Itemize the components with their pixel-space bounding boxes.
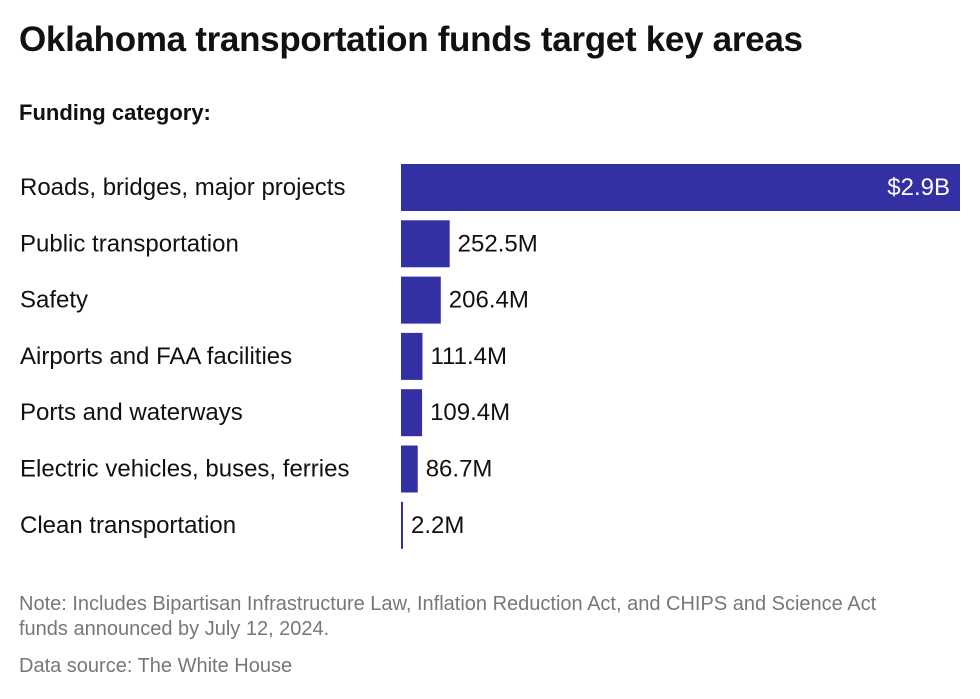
category-label-ports-and-waterways: Ports and waterways: [20, 399, 243, 426]
bar-electric-vehicles-buses-ferries: [401, 445, 418, 493]
category-label-electric-vehicles-buses-ferries: Electric vehicles, buses, ferries: [20, 456, 349, 483]
value-label-roads-bridges-major-projects: $2.9B: [887, 174, 950, 201]
data-source: Data source: The White House: [19, 655, 293, 677]
bar-clean-transportation: [401, 501, 403, 549]
value-label-electric-vehicles-buses-ferries: 86.7M: [426, 456, 493, 483]
chart-subtitle: Funding category:: [19, 100, 211, 125]
bar-airports-and-faa-facilities: [401, 332, 423, 380]
bar-ports-and-waterways: [401, 389, 423, 437]
bar-roads-bridges-major-projects: [401, 164, 960, 211]
value-label-ports-and-waterways: 109.4M: [430, 399, 510, 426]
bar-chart: Roads, bridges, major projects $2.9B Publi…: [20, 164, 960, 549]
category-label-airports-and-faa-facilities: Airports and FAA facilities: [20, 343, 292, 370]
chart-title: Oklahoma transportation funds target key…: [19, 20, 803, 59]
category-label-safety: Safety: [20, 287, 88, 314]
value-label-public-transportation: 252.5M: [458, 230, 538, 257]
chart-note: Note: Includes Bipartisan Infrastructure…: [19, 593, 877, 640]
bar-public-transportation: [401, 220, 450, 268]
category-label-roads-bridges-major-projects: Roads, bridges, major projects: [20, 174, 345, 201]
value-label-clean-transportation: 2.2M: [411, 512, 464, 539]
value-label-airports-and-faa-facilities: 111.4M: [430, 343, 507, 370]
bar-safety: [401, 276, 441, 324]
category-label-public-transportation: Public transportation: [20, 230, 239, 257]
value-label-safety: 206.4M: [449, 287, 529, 314]
category-label-clean-transportation: Clean transportation: [20, 512, 236, 539]
